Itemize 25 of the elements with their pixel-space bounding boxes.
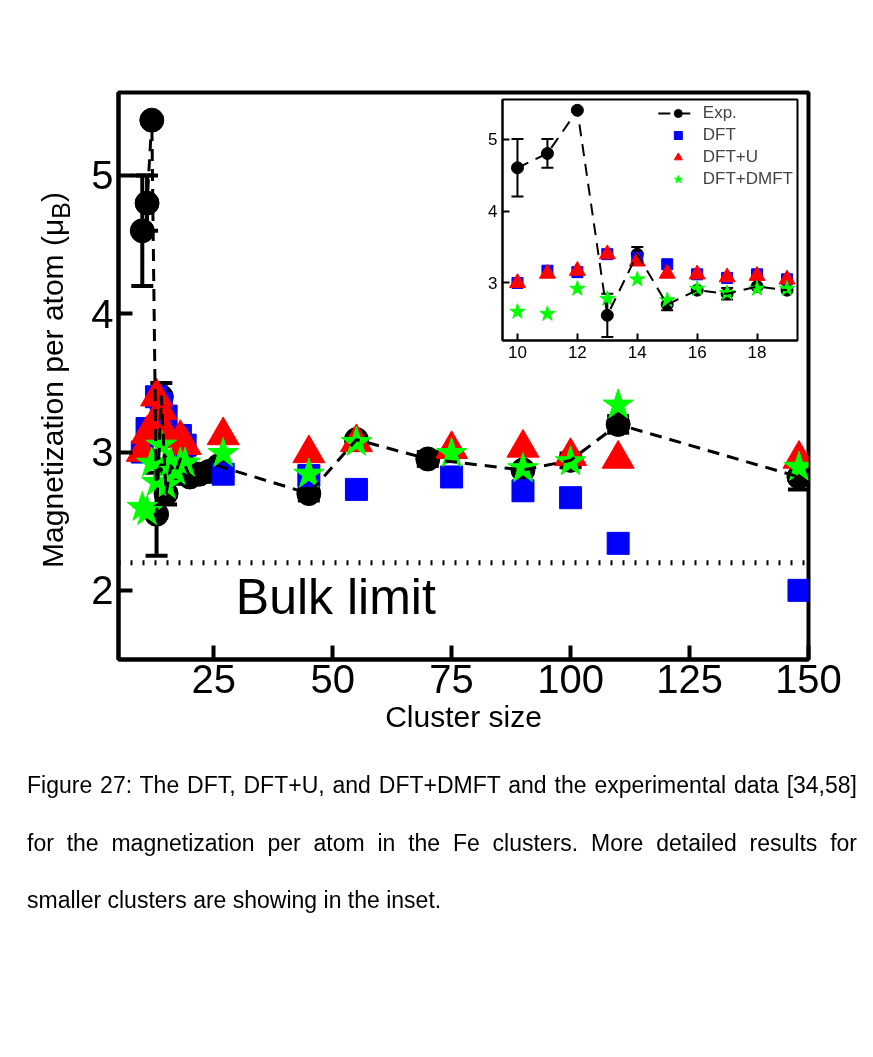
x-tick-label: 12 [567,342,587,362]
y-tick-label: 4 [488,202,498,222]
y-tick-label: 3 [488,273,498,293]
text: Figure 27: The DFT, DFT+U, and DFT+DMFT and the experimental data [34,58] for the magnetization per atom in the Fe clusters. More detailed results for smaller clusters are showing in the inset. [27,772,857,913]
x-tick-label: 75 [429,656,474,701]
y-tick-label: 2 [91,568,114,613]
legend-label: Exp. [702,103,737,123]
x-axis-title: Cluster size [385,699,542,733]
legend-label: DFT [702,125,736,145]
x-tick-label: 14 [627,342,647,362]
legend-label: DFT+DMFT [702,169,793,189]
x-tick-label: 10 [508,342,527,362]
ref-line-label: Bulk limit [235,568,436,625]
y-tick-label: 5 [488,130,498,150]
x-tick-label: 50 [310,656,355,701]
x-tick-label: 16 [687,342,707,362]
y-tick-label: 5 [91,153,114,198]
y-tick-label: 4 [91,291,114,336]
y-tick-label: 3 [91,430,114,475]
x-tick-label: 18 [747,342,767,362]
x-tick-label: 25 [191,656,236,701]
x-tick-label: 100 [537,656,604,701]
legend-label: DFT+U [702,147,759,167]
x-tick-label: 150 [775,656,842,701]
x-tick-label: 125 [656,656,723,701]
